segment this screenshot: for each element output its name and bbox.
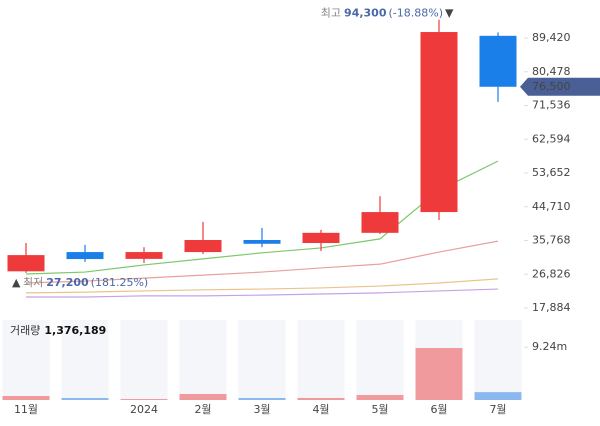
- volume-latest: 1,376,189: [44, 324, 106, 337]
- volume-bar: [120, 399, 168, 400]
- x-tick-label: 7월: [489, 403, 506, 416]
- candle-body: [420, 32, 458, 213]
- volume-bar: [61, 398, 109, 400]
- high-arrow: ▼: [445, 7, 454, 20]
- volume-panel: [120, 320, 168, 400]
- x-tick-label: 4월: [312, 403, 329, 416]
- volume-panel: [474, 320, 522, 400]
- volume-panel: [297, 320, 345, 400]
- moving-average-line: [25, 240, 499, 284]
- candle-body: [184, 240, 222, 253]
- volume-panel: [61, 320, 109, 400]
- candle-body: [243, 240, 281, 244]
- y-tick-label: 71,536: [532, 99, 571, 112]
- volume-bar: [179, 394, 227, 400]
- candle-body: [125, 252, 163, 259]
- high-annotation-text: 최고: [321, 7, 341, 20]
- volume-label: 거래량 1,376,189: [10, 324, 106, 337]
- y-tick-label: 44,710: [532, 200, 571, 213]
- y-tick-label: 89,420: [532, 31, 571, 44]
- moving-average-line: [25, 278, 499, 294]
- high-annotation-change: (-18.88%): [389, 7, 444, 20]
- volume-bar: [415, 348, 463, 400]
- high-annotation-value: 94,300: [344, 7, 387, 20]
- y-tick-label: 53,652: [532, 166, 571, 179]
- y-tick-label: 35,768: [532, 234, 571, 247]
- volume-bar: [297, 398, 345, 400]
- x-tick-label: 6월: [430, 403, 447, 416]
- low-annotation-change: (181.25%): [91, 276, 149, 289]
- moving-average-line: [26, 288, 499, 298]
- x-tick-label: 5월: [371, 403, 388, 416]
- y-tick-label: 26,826: [532, 267, 571, 280]
- volume-bar: [2, 396, 50, 400]
- low-annotation: 최저 27,200 (181.25%): [23, 276, 148, 289]
- candle-body: [479, 35, 517, 87]
- volume-panel: [356, 320, 404, 400]
- moving-average-line: [25, 160, 499, 275]
- volume-panel: [238, 320, 286, 400]
- low-annotation-text: 최저: [23, 276, 43, 289]
- x-tick-label: 2024: [130, 403, 158, 416]
- y-tick-label: 80,478: [532, 65, 571, 78]
- volume-panel: [179, 320, 227, 400]
- candle-body: [361, 212, 399, 233]
- y-tick-label: 62,594: [532, 132, 571, 145]
- volume-bar: [474, 392, 522, 400]
- volume-tick-label: 9.24m: [532, 340, 567, 353]
- current-price-label: 76,500: [532, 80, 571, 93]
- low-arrow: ▲: [12, 276, 21, 289]
- volume-bar: [356, 395, 404, 400]
- x-tick-label: 11월: [14, 403, 38, 416]
- high-annotation: 최고 94,300 (-18.88%): [321, 7, 443, 20]
- candle-body: [302, 232, 340, 244]
- candle-body: [66, 252, 104, 260]
- x-tick-label: 2월: [194, 403, 211, 416]
- volume-bar: [238, 398, 286, 400]
- candle-body: [7, 255, 45, 272]
- y-tick-label: 17,884: [532, 301, 571, 314]
- current-price-tag: [520, 77, 600, 96]
- x-tick-label: 3월: [253, 403, 270, 416]
- low-annotation-value: 27,200: [46, 276, 89, 289]
- volume-panel: [2, 320, 50, 400]
- volume-label-text: 거래량: [10, 324, 40, 337]
